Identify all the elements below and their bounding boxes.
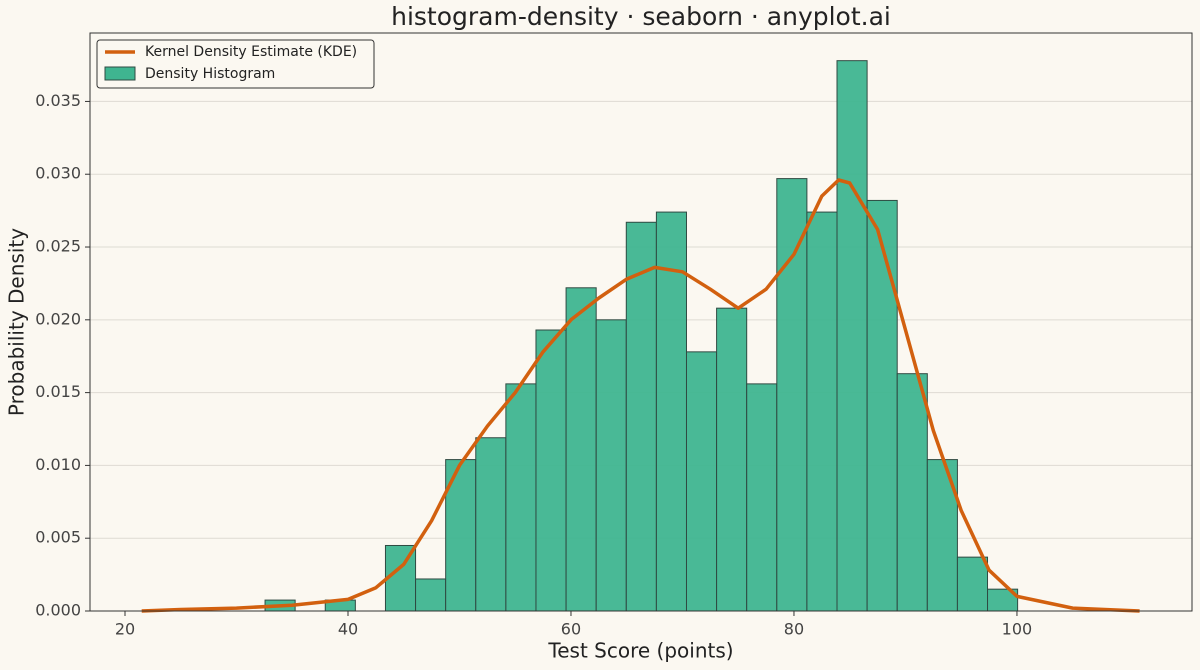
plot-frame: [89, 32, 1193, 612]
x-tick-label: 100: [1002, 620, 1033, 639]
y-tick-label: 0.035: [35, 91, 81, 110]
y-tick-label: 0.020: [35, 309, 81, 328]
y-tick-label: 0.000: [35, 601, 81, 620]
bar: [836, 60, 868, 612]
bar: [866, 199, 898, 612]
bar: [716, 307, 748, 612]
y-tick-label: 0.005: [35, 528, 81, 547]
x-tick-label: 20: [115, 620, 135, 639]
bar: [565, 287, 597, 612]
kde-line: [141, 178, 1140, 613]
bar: [535, 329, 567, 612]
x-axis-label: Test Score (points): [547, 639, 733, 663]
y-axis-label: Probability Density: [5, 228, 29, 416]
legend-box: [96, 39, 375, 89]
bar: [595, 319, 627, 612]
bar: [776, 178, 808, 612]
bar: [625, 221, 657, 612]
legend-swatch: [104, 66, 136, 81]
bar: [896, 373, 928, 612]
bar: [806, 211, 838, 612]
x-tick-label: 60: [561, 620, 581, 639]
y-tick-label: 0.015: [35, 382, 81, 401]
x-tick-label: 40: [338, 620, 358, 639]
y-tick-label: 0.010: [35, 455, 81, 474]
bar: [746, 383, 778, 612]
bar: [505, 383, 537, 612]
y-tick-label: 0.030: [35, 164, 81, 183]
legend-label: Kernel Density Estimate (KDE): [145, 44, 357, 60]
legend-label: Density Histogram: [145, 66, 275, 82]
bar: [956, 556, 989, 612]
legend: Kernel Density Estimate (KDE) Density His…: [96, 39, 375, 89]
bar: [655, 211, 687, 612]
y-tick-label: 0.025: [35, 237, 81, 256]
chart-title: histogram-density · seaborn · anyplot.ai: [391, 2, 891, 31]
bar: [415, 578, 447, 612]
bar: [685, 351, 718, 612]
bar: [475, 437, 507, 612]
x-tick-label: 80: [784, 620, 804, 639]
